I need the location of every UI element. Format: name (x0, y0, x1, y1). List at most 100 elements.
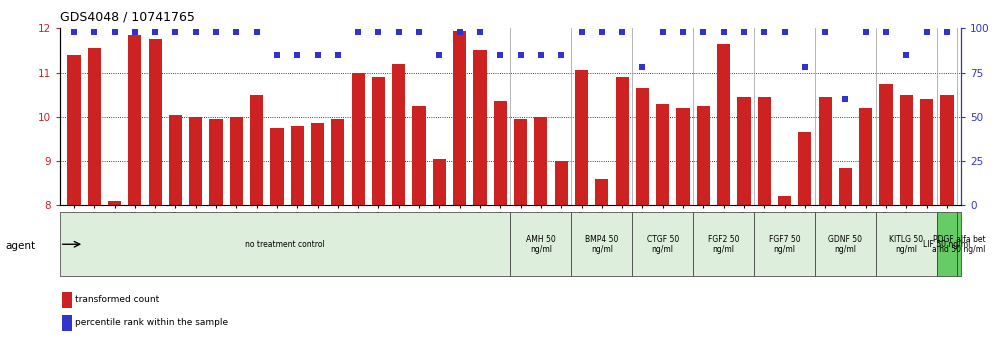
Bar (940, 95, 953, 205)
Text: AMH 50
ng/ml: AMH 50 ng/ml (526, 235, 556, 254)
Bar (737, 97, 751, 205)
Bar (693, 212, 754, 276)
Bar (899, 95, 913, 205)
Point (553, 52, 569, 58)
Point (126, 29, 142, 35)
Text: PDGF alfa bet
a hd 50 ng/ml: PDGF alfa bet a hd 50 ng/ml (932, 235, 986, 254)
Bar (372, 77, 385, 205)
Bar (875, 212, 937, 276)
Point (492, 52, 508, 58)
Point (330, 52, 346, 58)
Point (574, 29, 590, 35)
Bar (572, 212, 632, 276)
Bar (510, 212, 572, 276)
Bar (88, 48, 101, 205)
Bar (392, 64, 405, 205)
Bar (494, 101, 507, 205)
Bar (879, 84, 892, 205)
Point (249, 29, 265, 35)
Bar (291, 126, 304, 205)
Bar (250, 95, 263, 205)
Point (87, 29, 103, 35)
Point (918, 29, 934, 35)
Bar (596, 179, 609, 205)
Point (390, 29, 406, 35)
Point (167, 29, 183, 35)
Point (939, 29, 955, 35)
Point (289, 52, 305, 58)
Point (351, 29, 367, 35)
Bar (754, 212, 815, 276)
Bar (68, 55, 81, 205)
Point (452, 29, 468, 35)
Bar (453, 30, 466, 205)
Bar (575, 70, 588, 205)
Text: no treatment control: no treatment control (245, 240, 325, 249)
Point (208, 29, 224, 35)
Bar (616, 77, 628, 205)
Point (615, 29, 630, 35)
Bar (676, 108, 689, 205)
Point (472, 29, 488, 35)
Point (858, 29, 873, 35)
Point (269, 52, 285, 58)
Point (797, 64, 813, 70)
Bar (433, 159, 446, 205)
Point (66, 29, 82, 35)
Point (147, 29, 163, 35)
Bar (839, 168, 852, 205)
Text: GDNF 50
ng/ml: GDNF 50 ng/ml (829, 235, 863, 254)
Text: GDS4048 / 10741765: GDS4048 / 10741765 (60, 11, 194, 24)
Point (838, 96, 854, 102)
Bar (632, 212, 693, 276)
Point (695, 29, 711, 35)
Text: transformed count: transformed count (75, 295, 159, 304)
Point (310, 52, 326, 58)
Point (675, 29, 691, 35)
Bar (937, 212, 957, 276)
Bar (60, 212, 510, 276)
Point (371, 29, 386, 35)
Text: FGF7 50
ng/ml: FGF7 50 ng/ml (769, 235, 801, 254)
Point (594, 29, 610, 35)
Bar (311, 124, 324, 205)
Bar (209, 119, 223, 205)
Point (228, 29, 244, 35)
Text: BMP4 50
ng/ml: BMP4 50 ng/ml (585, 235, 619, 254)
Point (654, 29, 670, 35)
Bar (798, 132, 812, 205)
Bar (555, 161, 568, 205)
Bar (128, 35, 141, 205)
Point (107, 29, 123, 35)
Bar (230, 117, 243, 205)
Bar (758, 97, 771, 205)
Bar (189, 117, 202, 205)
Bar (412, 106, 425, 205)
Point (411, 29, 427, 35)
Text: CTGF 50
ng/ml: CTGF 50 ng/ml (646, 235, 679, 254)
Bar (815, 212, 875, 276)
Point (634, 64, 650, 70)
Bar (514, 119, 527, 205)
Bar (534, 117, 548, 205)
Point (513, 52, 529, 58)
Text: FGF2 50
ng/ml: FGF2 50 ng/ml (708, 235, 739, 254)
Point (817, 29, 833, 35)
Text: LIF 50 ng/ml: LIF 50 ng/ml (923, 240, 971, 249)
Bar (778, 196, 791, 205)
Bar (270, 128, 284, 205)
Point (878, 29, 894, 35)
Point (533, 52, 549, 58)
Bar (860, 108, 872, 205)
Point (188, 29, 204, 35)
Text: KITLG 50
ng/ml: KITLG 50 ng/ml (889, 235, 923, 254)
Bar (473, 51, 487, 205)
Bar (717, 44, 730, 205)
Bar (169, 115, 182, 205)
Bar (920, 99, 933, 205)
Bar (819, 97, 832, 205)
Bar (108, 201, 122, 205)
Bar (957, 212, 961, 276)
Text: percentile rank within the sample: percentile rank within the sample (75, 318, 228, 327)
Point (898, 52, 914, 58)
